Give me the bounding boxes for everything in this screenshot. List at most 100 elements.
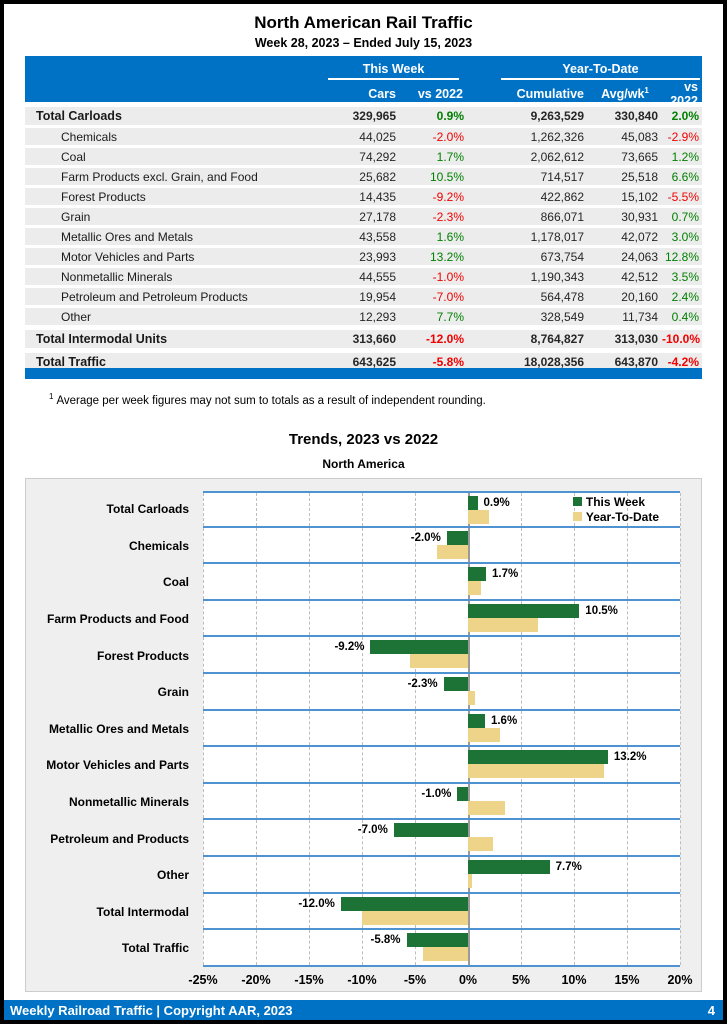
gridline <box>415 783 416 819</box>
cumulative-value: 866,071 <box>540 209 584 224</box>
chart-plot-cell: -5.8% <box>203 930 681 967</box>
avg-per-week-value: 313,030 <box>614 332 658 346</box>
gridline <box>680 747 681 782</box>
gridline <box>361 564 363 599</box>
gridline <box>203 637 204 672</box>
gridline <box>574 783 575 819</box>
page-footer: Weekly Railroad Traffic | Copyright AAR,… <box>4 999 723 1020</box>
bar-this-week <box>468 603 580 618</box>
avg-wk-footnote-marker: 1 <box>644 86 649 96</box>
gridline <box>309 856 310 892</box>
ytd-vs-2022-value: 12.8% <box>664 249 699 264</box>
bar-year-to-date <box>468 764 604 779</box>
gridline <box>680 783 681 819</box>
bar-data-label: 7.7% <box>555 860 582 873</box>
avg-per-week-value: 15,102 <box>621 189 658 204</box>
row-label: Other <box>61 309 92 324</box>
table-row: Other 12,293 7.7% 328,549 11,734 0.4% <box>25 308 702 325</box>
row-label: Total Intermodal Units <box>36 332 168 346</box>
cars-value: 74,292 <box>359 149 396 164</box>
chart-category-row: Coal 1.7% <box>26 564 681 601</box>
column-header-cars: Cars <box>368 87 396 101</box>
cars-value: 27,178 <box>359 209 396 224</box>
gridline <box>627 637 628 672</box>
bar-data-label: -2.3% <box>407 677 438 690</box>
bar-data-label: 1.7% <box>492 568 519 581</box>
gridline <box>627 893 628 929</box>
footnote: 1 Average per week figures may not sum to… <box>49 392 486 407</box>
ytd-vs-2022-value: 0.4% <box>671 309 699 324</box>
table-row: Metallic Ores and Metals 43,558 1.6% 1,178,… <box>25 228 702 245</box>
trends-bar-chart: Total Carloads 0.9% Chemicals -2.0% Coal 1.7%… <box>25 478 702 992</box>
cars-value: 329,965 <box>352 109 396 123</box>
cumulative-value: 1,178,017 <box>530 229 584 244</box>
gridline <box>520 527 522 563</box>
gridline <box>574 820 575 855</box>
zero-axis-line <box>468 527 470 563</box>
x-axis-tick-label: 20% <box>667 973 693 987</box>
avg-per-week-value: 20,160 <box>621 289 658 304</box>
gridline <box>627 930 628 965</box>
chart-category-label: Metallic Ores and Metals <box>48 721 189 736</box>
zero-axis-line <box>468 930 470 965</box>
ytd-vs-2022-value: 2.4% <box>671 289 699 304</box>
chart-category-row: Forest Products -9.2% <box>26 637 681 674</box>
row-label: Nonmetallic Minerals <box>61 269 173 284</box>
cars-vs-2022-value: -12.0% <box>425 332 464 346</box>
bar-this-week <box>340 896 468 911</box>
chart-category-row: Chemicals -2.0% <box>26 527 681 565</box>
bar-data-label: 13.2% <box>613 751 647 764</box>
ytd-vs-2022-value: 1.2% <box>671 149 699 164</box>
gridline <box>256 600 257 636</box>
gridline <box>256 893 257 929</box>
gridline <box>361 747 363 782</box>
table-body: Total Carloads 329,965 0.9% 9,263,529 330,84… <box>25 107 702 371</box>
chart-plot-cell: 7.7% <box>203 856 681 894</box>
gridline <box>627 856 628 892</box>
bar-this-week <box>468 496 478 510</box>
chart-category-row: Grain -2.3% <box>26 673 681 711</box>
table-row: Chemicals 44,025 -2.0% 1,262,326 45,083 -2.9% <box>25 128 702 145</box>
table-row: Motor Vehicles and Parts 23,993 13.2% 673,7… <box>25 248 702 265</box>
avg-per-week-value: 42,072 <box>621 229 658 244</box>
gridline <box>520 710 522 746</box>
gridline <box>256 710 257 746</box>
gridline <box>415 856 416 892</box>
gridline <box>680 893 681 929</box>
ytd-vs-2022-value: -4.2% <box>667 355 699 369</box>
bar-this-week <box>468 567 487 582</box>
bar-this-week <box>393 823 468 838</box>
bar-year-to-date <box>468 617 538 632</box>
gridline <box>574 930 575 965</box>
gridline <box>520 564 522 599</box>
gridline <box>520 820 522 855</box>
chart-category-label: Coal <box>162 575 189 590</box>
ytd-vs-2022-value: 0.7% <box>671 209 699 224</box>
bar-data-label: 0.9% <box>483 497 510 509</box>
row-label: Metallic Ores and Metals <box>61 229 194 244</box>
gridline <box>574 710 575 746</box>
bar-this-week <box>468 859 550 874</box>
gridline <box>520 856 522 892</box>
gridline <box>309 527 310 563</box>
gridline <box>361 637 363 672</box>
gridline <box>309 747 310 782</box>
page-number: 4 <box>707 1002 715 1018</box>
gridline <box>256 783 257 819</box>
row-label: Petroleum and Petroleum Products <box>61 289 248 304</box>
group-header-year-to-date: Year-To-Date <box>501 62 700 80</box>
cumulative-value: 2,062,612 <box>530 149 584 164</box>
table-header: This Week Year-To-Date Cars vs 2022 Cumu… <box>25 56 702 108</box>
gridline <box>627 527 628 563</box>
bar-this-week <box>457 786 468 801</box>
gridline <box>415 600 416 636</box>
bar-this-week <box>443 676 468 691</box>
gridline <box>361 930 363 965</box>
avg-per-week-value: 73,665 <box>621 149 658 164</box>
table-row: Forest Products 14,435 -9.2% 422,862 15,102-… <box>25 188 702 205</box>
bar-this-week <box>370 640 468 655</box>
gridline <box>627 820 628 855</box>
gridline <box>309 493 310 526</box>
gridline <box>256 527 257 563</box>
gridline <box>309 893 310 929</box>
